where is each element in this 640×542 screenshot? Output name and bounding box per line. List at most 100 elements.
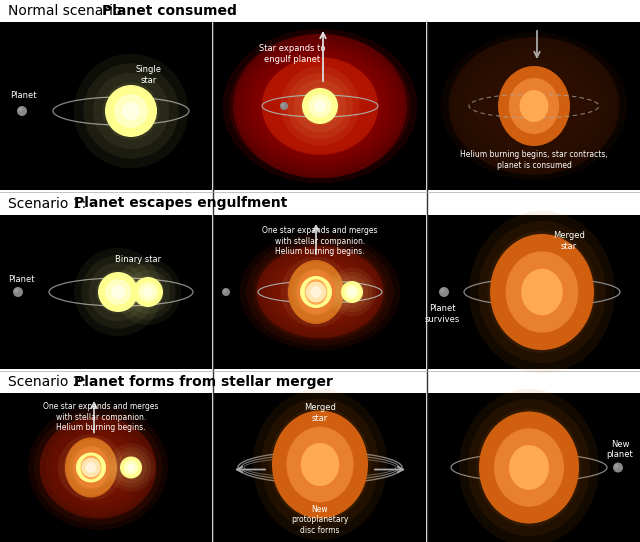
Ellipse shape xyxy=(520,457,538,478)
Ellipse shape xyxy=(508,85,561,127)
Text: Binary star: Binary star xyxy=(115,255,161,263)
Ellipse shape xyxy=(92,462,104,473)
Circle shape xyxy=(58,435,124,500)
Circle shape xyxy=(123,460,139,475)
Ellipse shape xyxy=(299,89,341,122)
Text: Planet consumed: Planet consumed xyxy=(102,4,236,18)
Ellipse shape xyxy=(306,95,334,117)
Circle shape xyxy=(81,255,155,328)
Circle shape xyxy=(102,82,159,140)
Circle shape xyxy=(314,99,326,113)
Ellipse shape xyxy=(449,37,619,175)
Ellipse shape xyxy=(293,273,347,312)
Text: New
planet: New planet xyxy=(607,440,634,459)
Circle shape xyxy=(115,259,181,325)
Text: Merged
star: Merged star xyxy=(304,403,336,423)
Circle shape xyxy=(345,285,359,299)
Ellipse shape xyxy=(494,74,574,138)
Text: Single
star: Single star xyxy=(136,65,162,85)
Ellipse shape xyxy=(271,67,369,145)
Circle shape xyxy=(13,287,23,297)
Circle shape xyxy=(81,458,100,478)
Ellipse shape xyxy=(81,455,101,480)
Ellipse shape xyxy=(287,268,353,317)
Circle shape xyxy=(111,285,125,299)
Text: Helium burning begins, star contracts,
planet is consumed: Helium burning begins, star contracts, p… xyxy=(460,150,608,170)
Ellipse shape xyxy=(521,269,563,315)
Ellipse shape xyxy=(257,246,383,338)
Ellipse shape xyxy=(477,409,582,526)
Ellipse shape xyxy=(509,445,549,490)
Circle shape xyxy=(281,257,351,327)
Circle shape xyxy=(223,289,227,292)
Ellipse shape xyxy=(467,53,600,159)
Ellipse shape xyxy=(295,436,345,493)
Text: Planet escapes engulfment: Planet escapes engulfment xyxy=(74,197,287,210)
Circle shape xyxy=(287,263,346,321)
Ellipse shape xyxy=(261,398,379,531)
Ellipse shape xyxy=(521,95,547,117)
Ellipse shape xyxy=(313,100,327,112)
Circle shape xyxy=(439,287,449,297)
Circle shape xyxy=(86,462,97,473)
Circle shape xyxy=(307,93,333,119)
Text: One star expands and merges
with stellar companion.
Helium burning begins.: One star expands and merges with stellar… xyxy=(44,402,159,432)
Ellipse shape xyxy=(511,448,547,487)
Ellipse shape xyxy=(260,248,380,336)
Ellipse shape xyxy=(481,64,588,149)
Ellipse shape xyxy=(269,408,371,521)
Circle shape xyxy=(298,274,333,309)
Ellipse shape xyxy=(479,411,579,524)
Circle shape xyxy=(76,453,106,482)
Circle shape xyxy=(124,460,138,475)
Circle shape xyxy=(112,92,150,130)
Ellipse shape xyxy=(69,441,127,494)
Ellipse shape xyxy=(288,260,344,324)
Circle shape xyxy=(127,463,135,472)
Ellipse shape xyxy=(488,69,580,143)
Circle shape xyxy=(310,286,322,298)
Circle shape xyxy=(300,276,332,308)
Circle shape xyxy=(120,456,142,479)
Ellipse shape xyxy=(45,421,150,514)
Circle shape xyxy=(306,282,326,302)
Circle shape xyxy=(122,101,141,120)
Circle shape xyxy=(133,277,163,307)
Ellipse shape xyxy=(63,436,133,499)
Ellipse shape xyxy=(494,428,564,507)
Ellipse shape xyxy=(285,79,355,133)
Ellipse shape xyxy=(514,90,554,122)
Circle shape xyxy=(308,94,332,118)
Ellipse shape xyxy=(273,258,367,326)
Ellipse shape xyxy=(490,234,594,350)
Ellipse shape xyxy=(51,426,145,509)
Circle shape xyxy=(340,280,364,304)
Ellipse shape xyxy=(81,452,115,483)
Circle shape xyxy=(138,282,157,302)
Ellipse shape xyxy=(500,80,567,132)
Circle shape xyxy=(131,275,164,308)
Ellipse shape xyxy=(236,40,404,172)
Bar xyxy=(428,393,640,542)
Circle shape xyxy=(86,462,96,473)
Ellipse shape xyxy=(533,282,551,302)
Ellipse shape xyxy=(314,287,326,297)
Ellipse shape xyxy=(253,389,387,540)
Circle shape xyxy=(63,440,118,495)
Ellipse shape xyxy=(278,417,362,512)
Circle shape xyxy=(69,446,113,489)
Circle shape xyxy=(314,100,326,112)
Circle shape xyxy=(613,462,623,473)
Circle shape xyxy=(74,451,108,484)
Text: Scenario 1:: Scenario 1: xyxy=(8,197,91,210)
Circle shape xyxy=(74,248,162,336)
Ellipse shape xyxy=(300,278,340,307)
Text: Merged
star: Merged star xyxy=(553,231,585,251)
Ellipse shape xyxy=(312,455,328,474)
Ellipse shape xyxy=(307,282,333,302)
Ellipse shape xyxy=(478,221,605,363)
Text: Normal scenario:: Normal scenario: xyxy=(8,4,131,18)
Circle shape xyxy=(105,85,157,137)
Ellipse shape xyxy=(65,437,117,498)
Circle shape xyxy=(105,279,131,305)
